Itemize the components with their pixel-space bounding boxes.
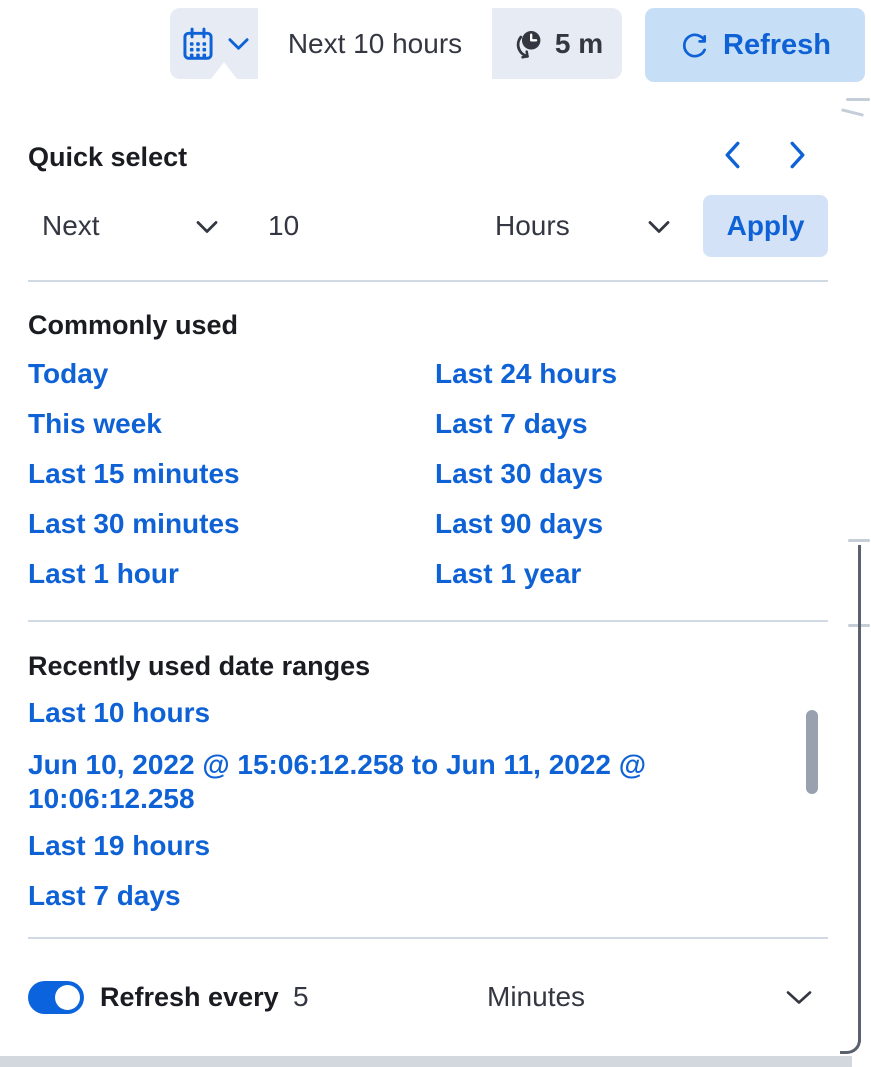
chevron-right-icon (790, 141, 804, 169)
recently-used-link[interactable]: Jun 10, 2022 @ 15:06:12.258 to Jun 11, 2… (28, 749, 647, 814)
unit-select[interactable]: Hours (480, 196, 680, 256)
refresh-button-label: Refresh (723, 28, 831, 61)
commonly-used-link[interactable]: Last 7 days (435, 408, 588, 439)
background-artifact (840, 108, 865, 117)
recently-used-link[interactable]: Last 19 hours (28, 830, 211, 861)
amount-input[interactable]: 10 (244, 196, 414, 256)
chevron-down-icon (786, 991, 812, 1004)
refresh-unit-value: Minutes (487, 981, 586, 1012)
refresh-every-toggle[interactable] (28, 981, 84, 1014)
commonly-used-link[interactable]: This week (28, 408, 162, 439)
date-range-text: Next 10 hours (287, 27, 463, 59)
time-refresh-clock-icon (516, 30, 541, 59)
commonly-used-link[interactable]: Last 30 minutes (28, 508, 240, 539)
commonly-used-link[interactable]: Last 15 minutes (28, 458, 240, 489)
refresh-icon (682, 33, 707, 57)
chevron-left-icon (725, 141, 739, 169)
quick-select-title: Quick select (28, 142, 188, 172)
background-strip (0, 1056, 852, 1067)
divider (28, 620, 828, 622)
scrollbar-thumb[interactable] (806, 710, 818, 794)
chevron-down-icon (648, 221, 670, 233)
chevron-down-icon (196, 221, 218, 233)
apply-button[interactable]: Apply (703, 195, 828, 257)
recently-used-link[interactable]: Last 7 days (28, 880, 181, 911)
commonly-used-link[interactable]: Last 30 days (435, 458, 604, 489)
popover-arrow (211, 62, 237, 79)
commonly-used-link[interactable]: Last 24 hours (435, 358, 618, 389)
recently-used-link[interactable]: Last 10 hours (28, 697, 211, 728)
recently-used-title: Recently used date ranges (28, 651, 371, 681)
background-artifact (846, 98, 870, 101)
next-time-window-button[interactable] (777, 137, 817, 173)
commonly-used-link[interactable]: Today (28, 358, 109, 389)
unit-select-value: Hours (495, 210, 570, 241)
amount-input-value: 10 (268, 210, 300, 241)
background-panel-corner (840, 1030, 861, 1054)
commonly-used-link[interactable]: Last 90 days (435, 508, 604, 539)
tense-select-value: Next (42, 210, 100, 241)
refresh-interval-badge[interactable]: 5 m (492, 8, 622, 79)
commonly-used-title: Commonly used (28, 310, 239, 340)
tense-select[interactable]: Next (28, 196, 228, 256)
refresh-every-label: Refresh every (100, 982, 279, 1012)
date-popover-toggle-button[interactable] (170, 8, 258, 79)
previous-time-window-button[interactable] (712, 137, 752, 173)
chevron-down-icon (228, 37, 249, 50)
refresh-button[interactable]: Refresh (645, 8, 865, 82)
commonly-used-link[interactable]: Last 1 hour (28, 558, 179, 589)
date-range-display[interactable]: Next 10 hours (258, 8, 492, 79)
divider (28, 937, 828, 939)
divider (28, 280, 828, 282)
refresh-interval-value-input[interactable]: 5 (293, 981, 309, 1012)
toggle-knob (55, 985, 80, 1010)
background-artifact (848, 539, 870, 542)
commonly-used-link[interactable]: Last 1 year (435, 558, 582, 589)
calendar-icon (183, 27, 213, 60)
background-panel-edge (858, 545, 861, 1042)
refresh-interval-text: 5 m (554, 27, 604, 59)
refresh-unit-select[interactable]: Minutes (470, 972, 830, 1022)
super-date-picker-group: Next 10 hours 5 m (170, 8, 622, 79)
